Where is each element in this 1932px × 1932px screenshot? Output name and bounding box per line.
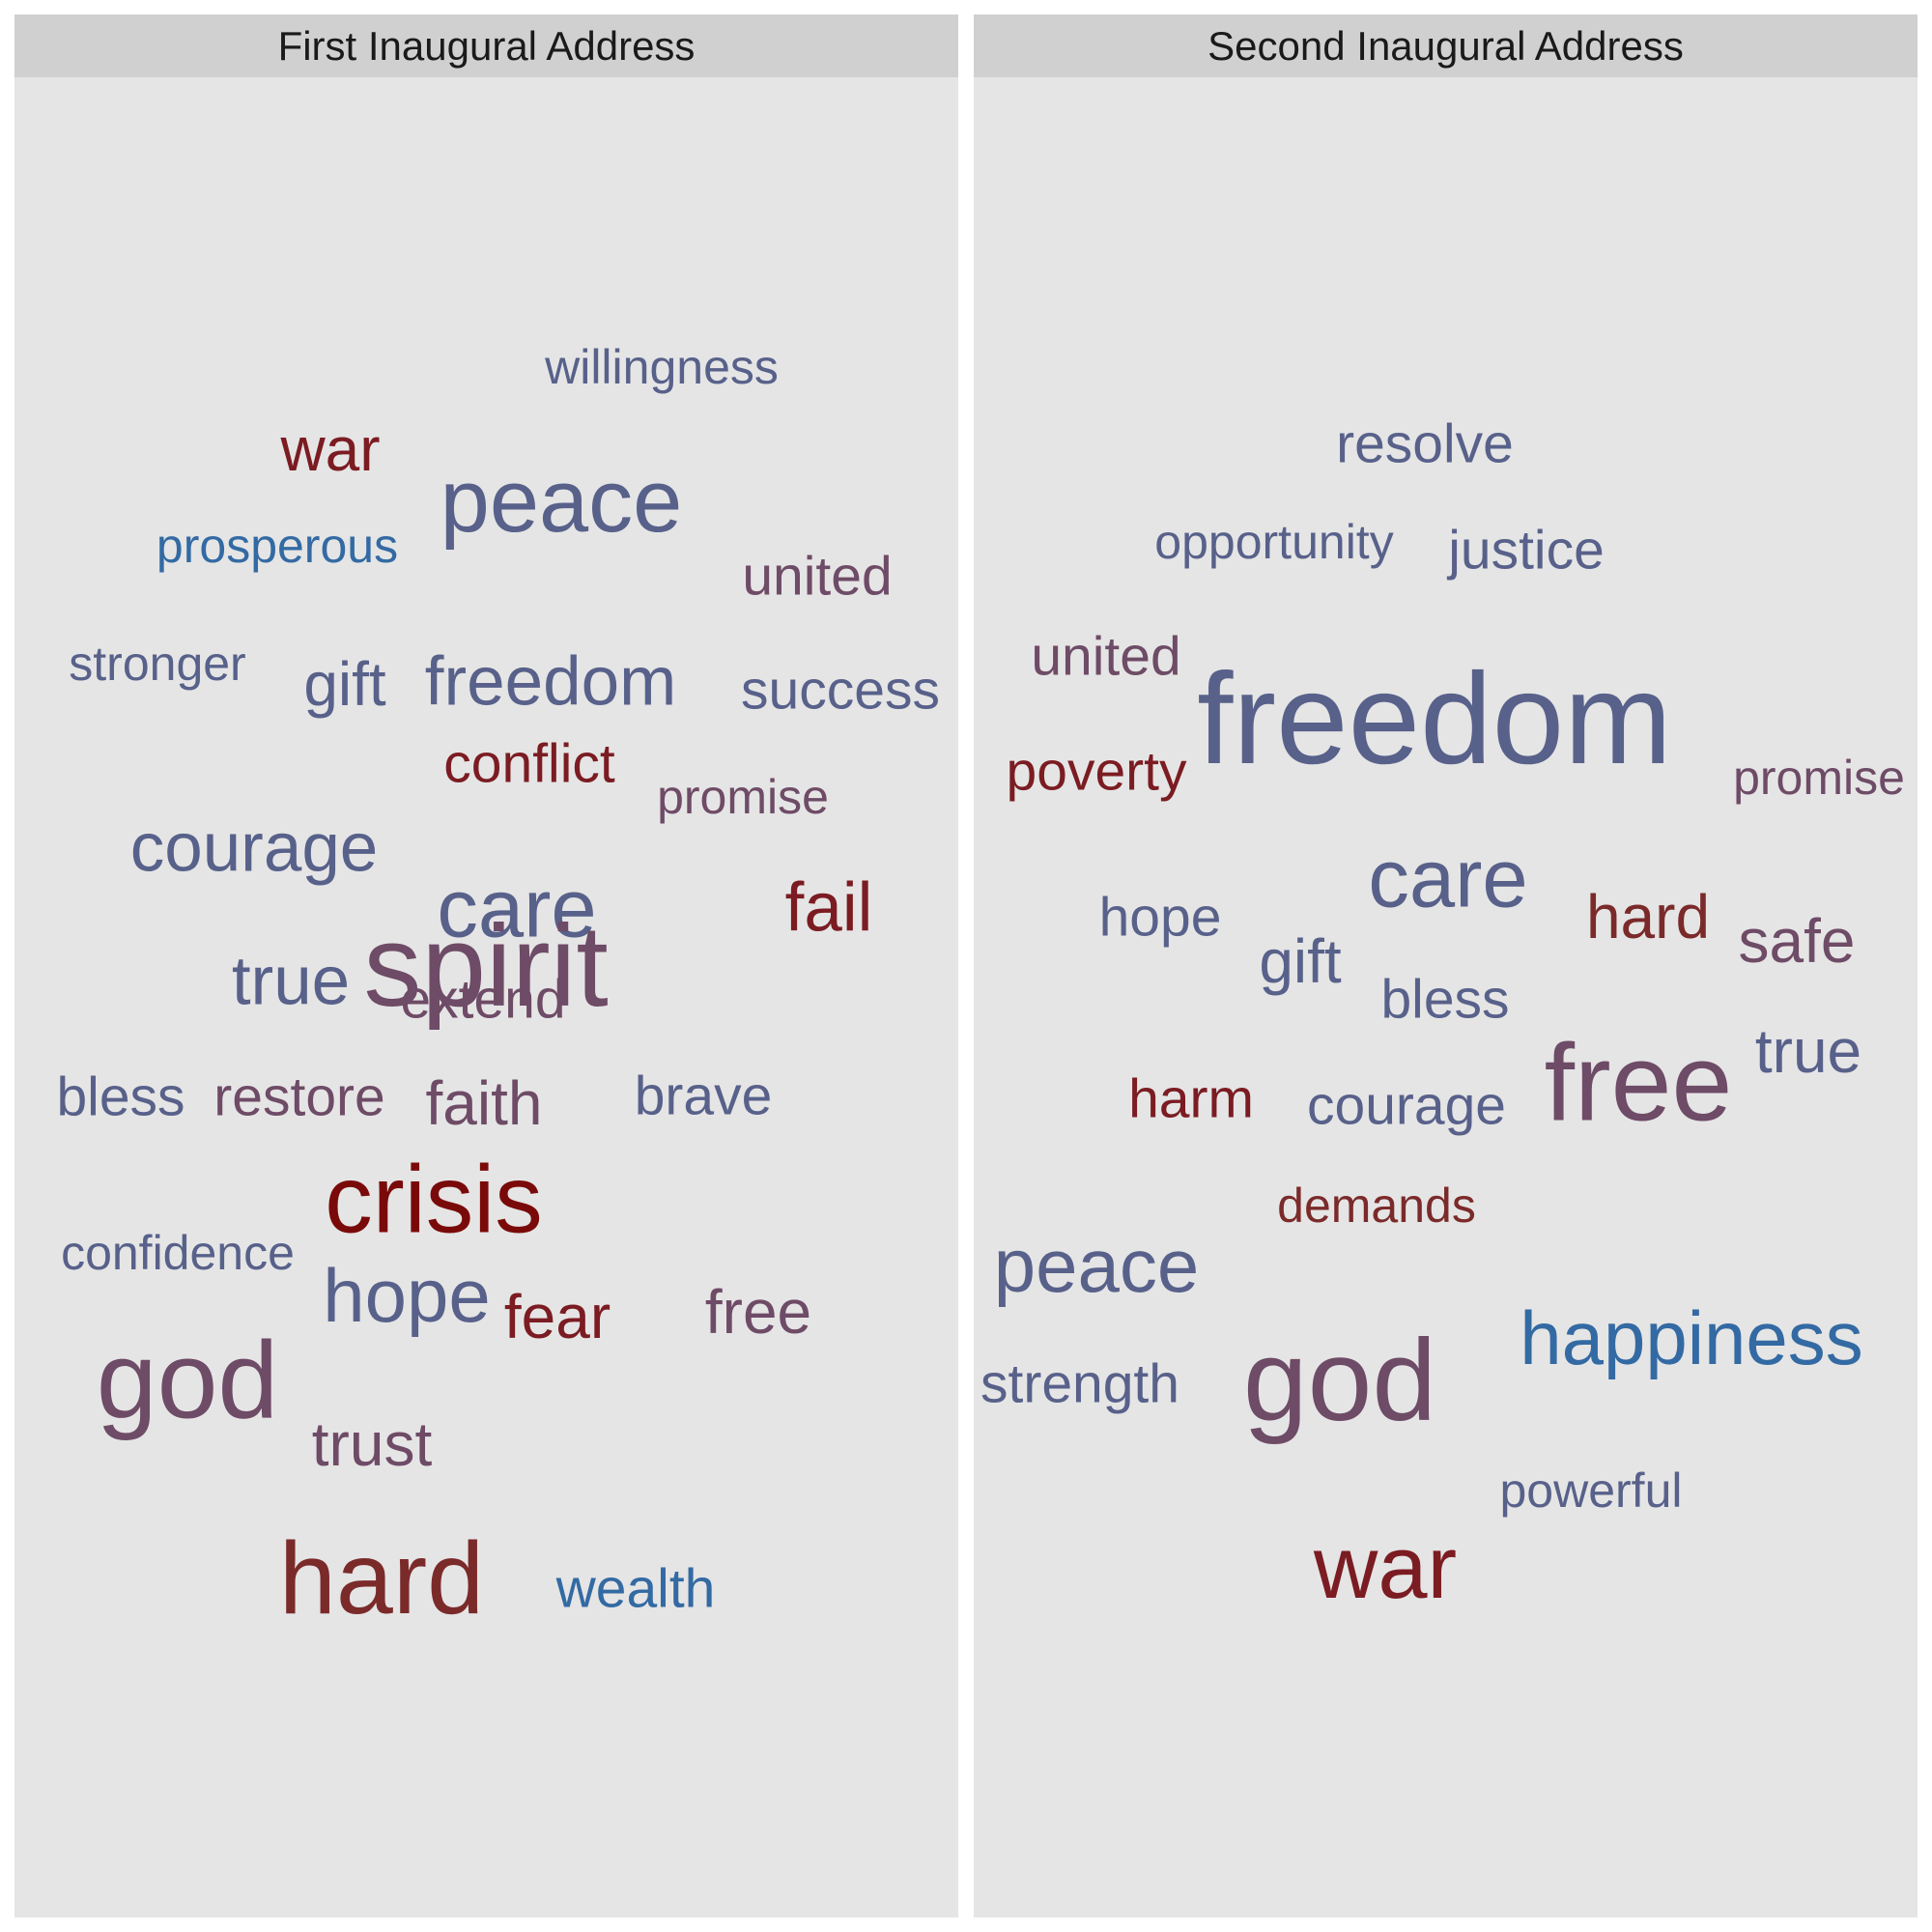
word-free: free: [1544, 1021, 1733, 1144]
word-powerful: powerful: [1499, 1463, 1683, 1518]
word-success: success: [741, 659, 940, 722]
word-brave: brave: [634, 1065, 773, 1127]
word-demands: demands: [1277, 1179, 1476, 1233]
word-safe: safe: [1738, 906, 1856, 976]
word-freedom: freedom: [424, 643, 677, 721]
word-hope: hope: [1098, 886, 1222, 949]
word-poverty: poverty: [1006, 740, 1187, 803]
word-courage: courage: [129, 810, 379, 887]
word-wealth: wealth: [555, 1557, 716, 1620]
word-war: war: [280, 414, 381, 484]
word-gift: gift: [303, 649, 386, 719]
word-hope: hope: [323, 1253, 491, 1338]
word-peace: peace: [440, 452, 683, 551]
word-willingness: willingness: [545, 340, 779, 394]
panel-strip-title: First Inaugural Address: [14, 14, 958, 77]
word-opportunity: opportunity: [1154, 515, 1394, 569]
word-united: united: [742, 545, 893, 608]
word-promise: promise: [1733, 751, 1905, 805]
word-promise: promise: [657, 770, 829, 824]
word-god: god: [1242, 1316, 1437, 1445]
panel-second-inaugural: Second Inaugural Address resolve opportun…: [974, 14, 1918, 1918]
word-stronger: stronger: [69, 637, 246, 691]
word-happiness: happiness: [1520, 1295, 1863, 1380]
word-true: true: [231, 943, 351, 1020]
word-courage: courage: [1307, 1074, 1506, 1137]
word-resolve: resolve: [1336, 412, 1514, 475]
word-care: care: [437, 863, 597, 955]
word-spirit: spirit: [363, 901, 609, 1031]
word-strength: strength: [980, 1352, 1179, 1415]
word-united: united: [1031, 625, 1181, 688]
word-fear: fear: [503, 1282, 611, 1351]
word-hard: hard: [278, 1521, 485, 1635]
word-bless: bless: [56, 1065, 185, 1128]
word-freedom: freedom: [1197, 647, 1672, 791]
word-justice: justice: [1448, 519, 1605, 582]
word-war: war: [1313, 1519, 1458, 1617]
word-bless: bless: [1380, 968, 1510, 1031]
word-harm: harm: [1128, 1067, 1254, 1130]
word-restore: restore: [213, 1065, 385, 1128]
word-hard: hard: [1585, 882, 1711, 952]
panel-strip-title: Second Inaugural Address: [974, 14, 1918, 77]
word-faith: faith: [425, 1068, 543, 1138]
word-peace: peace: [993, 1223, 1200, 1308]
panel-first-inaugural: First Inaugural Address willingness war pe…: [14, 14, 958, 1918]
word-god: god: [96, 1319, 279, 1441]
word-care: care: [1368, 833, 1528, 925]
word-extend: extend: [400, 968, 566, 1031]
word-crisis: crisis: [325, 1145, 543, 1253]
word-fail: fail: [784, 869, 873, 947]
word-true: true: [1754, 1016, 1862, 1086]
word-gift: gift: [1259, 926, 1342, 996]
word-free: free: [704, 1277, 812, 1347]
word-confidence: confidence: [61, 1226, 295, 1280]
word-trust: trust: [311, 1409, 433, 1479]
word-conflict: conflict: [443, 732, 615, 795]
word-prosperous: prosperous: [156, 519, 399, 573]
